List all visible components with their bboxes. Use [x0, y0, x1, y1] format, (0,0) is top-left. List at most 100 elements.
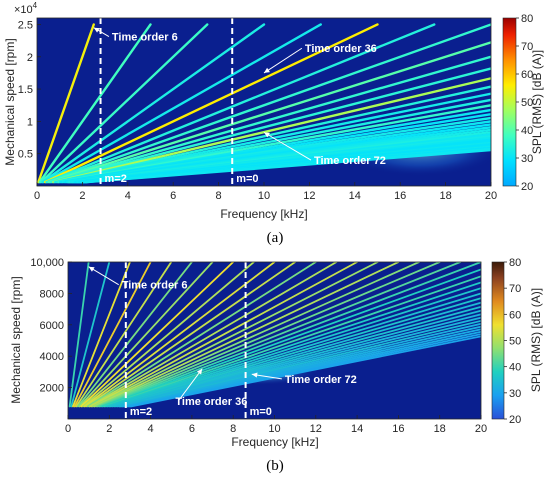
mode-label-0: m=2: [105, 173, 127, 185]
order-line-198-b: [121, 322, 481, 408]
order-line-48-a: [46, 23, 491, 184]
order-line-168-b: [113, 305, 481, 408]
order-line-144-b: [106, 287, 481, 408]
x-tick-label: 20: [485, 190, 497, 202]
colorbar-tick-label: 30: [521, 153, 533, 165]
x-tick-label: 10: [268, 423, 280, 435]
colorbar-tick-label: 40: [521, 125, 533, 137]
colorbar-tick-label: 50: [509, 336, 521, 348]
colorbar-tick-label: 50: [521, 97, 533, 109]
order-line-132-a: [65, 126, 491, 184]
colorbar-tick-label: 70: [521, 41, 533, 53]
order-line-210-b: [124, 328, 481, 408]
order-line-78-b: [88, 262, 338, 408]
annotation-arrowhead-1: [196, 368, 203, 375]
x-tick-label: 18: [439, 190, 451, 202]
annotation-arrowhead-2: [264, 132, 270, 138]
colorbar-tick-label: 20: [521, 181, 533, 193]
panel-label-b: (b): [266, 458, 284, 474]
order-line-54-a: [48, 41, 491, 184]
order-line-180-b: [116, 313, 481, 408]
order-line-60-a: [49, 55, 491, 184]
colorbar-tick-label: 80: [521, 13, 533, 25]
order-line-114-a: [61, 116, 491, 184]
x-axis-label-b: Frequency [kHz]: [231, 435, 318, 449]
y-tick-label: 2000: [40, 383, 64, 395]
colorbar-tick-label: 30: [509, 388, 521, 400]
order-line-12-b: [70, 262, 111, 408]
order-line-108-a: [60, 112, 491, 184]
order-line-138-b: [105, 281, 481, 408]
annotation-text-2: Time order 72: [314, 155, 386, 167]
x-tick-label: 6: [189, 423, 195, 435]
order-line-6-b: [68, 262, 90, 408]
y-ticks-b: 2000 4000 6000 8000 10,000: [30, 257, 72, 395]
order-line-18-b: [72, 262, 131, 408]
order-line-6-a: [37, 23, 95, 184]
order-line-24-b: [73, 262, 152, 408]
vertical-lines-a: m=2 m=0: [99, 18, 259, 186]
annotations-a: Time order 6 Time order 36 Time order 72: [93, 27, 386, 167]
x-ticks-a: 0 2 4 6 8 10 12 14 16 18 20: [34, 182, 497, 202]
mode-label-0: m=2: [130, 406, 152, 418]
x-tick-label: 8: [230, 423, 236, 435]
order-line-120-a: [63, 120, 491, 184]
order-line-18-a: [39, 23, 209, 184]
order-line-36-b: [77, 262, 193, 408]
colorbar-tick-label: 60: [509, 309, 521, 321]
colorbar-tick-label: 70: [509, 283, 521, 295]
y-tick-label: 6000: [40, 320, 64, 332]
x-tick-label: 2: [79, 190, 85, 202]
panel-label-a: (a): [267, 230, 284, 246]
order-line-78-a: [53, 85, 491, 184]
colorbar-ticks-b: 20 30 40 50 60 70 80: [504, 257, 521, 426]
x-tick-label: 16: [394, 190, 406, 202]
order-line-90-b: [91, 262, 379, 408]
x-tick-label: 4: [148, 423, 154, 435]
order-line-42-b: [78, 262, 214, 408]
colorbar-tick-label: 40: [509, 362, 521, 374]
x-axis-label-a: Frequency [kHz]: [220, 207, 307, 221]
x-tick-label: 20: [475, 423, 487, 435]
y-tick-label: 2.5: [18, 19, 33, 31]
colorbar-label-a: SPL (RMS) [dB (A)]: [530, 50, 544, 154]
colorbar-tick-label: 60: [521, 69, 533, 81]
colorbar-a: [502, 17, 517, 187]
order-line-84-b: [90, 262, 359, 408]
mode-label-1: m=0: [236, 173, 258, 185]
x-tick-label: 4: [125, 190, 131, 202]
colorbar-label-b: SPL (RMS) [dB (A)]: [529, 288, 543, 392]
x-tick-label: 14: [349, 190, 361, 202]
order-line-66-b: [85, 262, 297, 408]
annotation-arrow-1: [177, 368, 203, 402]
colorbar-tick-label: 20: [509, 414, 521, 426]
order-line-102-a: [58, 108, 491, 184]
x-ticks-b: 0 2 4 6 8 10 12 14 16 18 20: [65, 415, 487, 435]
y-axis-label-a: Mechanical speed [rpm]: [3, 38, 17, 165]
annotation-text-1: Time order 36: [305, 43, 377, 55]
order-line-132-b: [103, 275, 481, 408]
mode-label-1: m=0: [250, 406, 272, 418]
order-line-90-a: [56, 98, 491, 184]
order-line-30-b: [75, 262, 173, 408]
order-line-66-a: [50, 67, 491, 184]
annotation-arrow-0: [88, 266, 119, 286]
annotation-arrowhead-2: [251, 372, 258, 378]
order-line-216-b: [126, 330, 481, 408]
y-tick-label: 0.5: [18, 149, 33, 161]
order-line-192-b: [119, 319, 481, 408]
order-line-126-a: [64, 123, 491, 184]
x-tick-label: 12: [303, 190, 315, 202]
y-axis-label-b: Mechanical speed [rpm]: [9, 276, 23, 403]
annotation-text-2: Time order 72: [285, 374, 357, 386]
order-line-114-b: [98, 262, 462, 408]
order-line-96-a: [57, 104, 491, 184]
y-tick-label: 4000: [40, 351, 64, 363]
order-line-12-a: [38, 23, 152, 184]
colorbar-b: [491, 261, 505, 420]
order-line-204-b: [123, 325, 481, 408]
order-line-108-b: [96, 262, 441, 408]
order-line-120-b: [100, 262, 481, 408]
order-lines-a: [37, 23, 491, 184]
